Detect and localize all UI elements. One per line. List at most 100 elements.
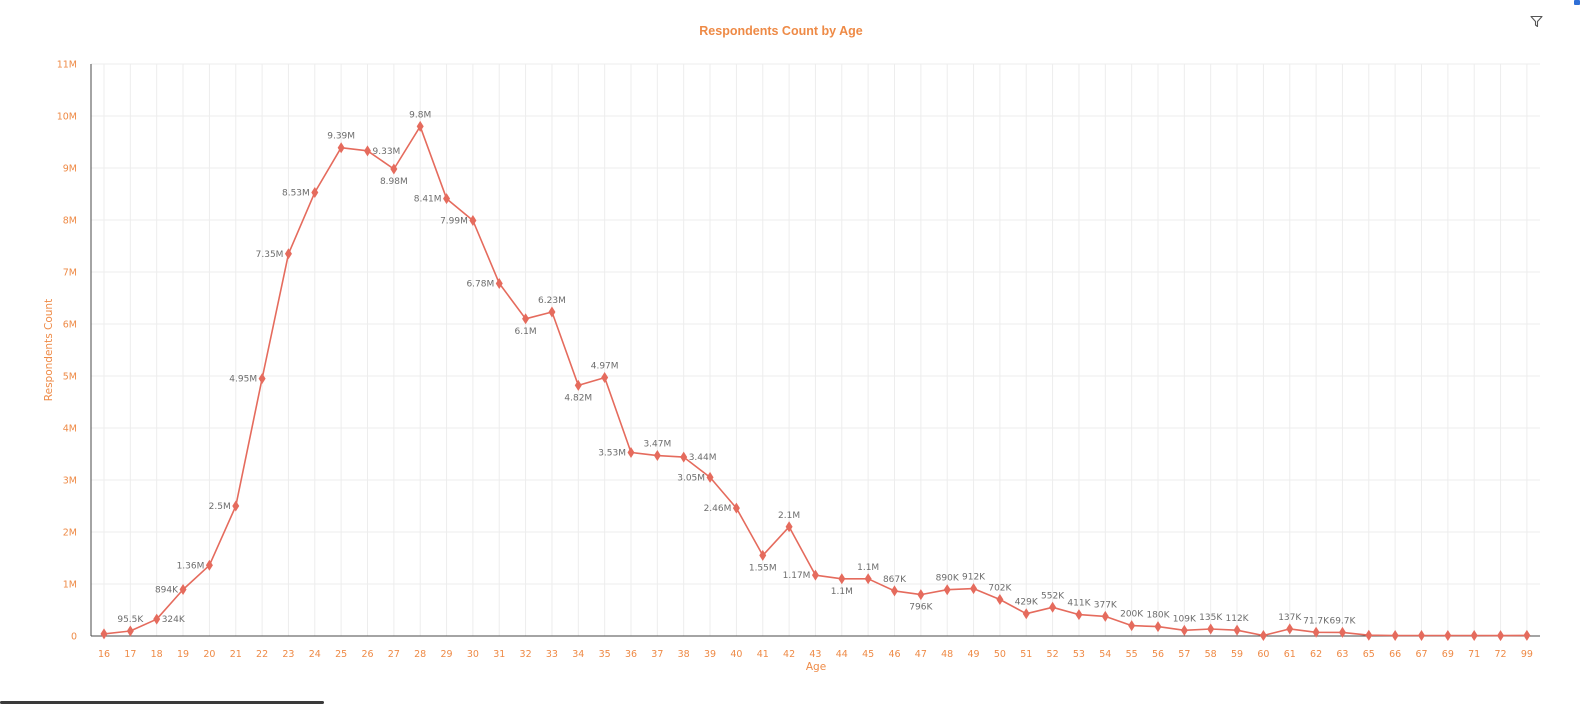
x-tick-label: 36 [625, 649, 637, 660]
data-point-marker[interactable] [1286, 623, 1294, 635]
data-point-marker[interactable] [258, 373, 266, 385]
data-label: 7.99M [440, 217, 468, 227]
data-point-marker[interactable] [970, 583, 978, 595]
data-point-marker[interactable] [574, 379, 582, 391]
data-point-marker[interactable] [416, 120, 424, 132]
data-label: 8.53M [282, 188, 310, 198]
filter-icon[interactable] [1530, 15, 1543, 28]
x-tick-label: 19 [177, 649, 189, 660]
data-point-marker[interactable] [1154, 621, 1162, 633]
data-label: 429K [1015, 598, 1039, 608]
data-point-marker[interactable] [917, 589, 925, 601]
y-tick-label: 2M [63, 528, 77, 539]
x-tick-label: 23 [282, 649, 294, 660]
x-tick-label: 45 [862, 649, 874, 660]
data-point-marker[interactable] [1497, 630, 1505, 642]
data-label: 1.17M [783, 571, 811, 581]
y-tick-label: 9M [63, 164, 77, 175]
data-point-marker[interactable] [1312, 626, 1320, 638]
data-label: 2.46M [704, 504, 732, 514]
data-label: 552K [1041, 591, 1065, 601]
x-tick-label: 34 [572, 649, 584, 660]
x-tick-label: 47 [915, 649, 927, 660]
data-point-marker[interactable] [548, 306, 556, 318]
data-point-marker[interactable] [627, 446, 635, 458]
data-point-marker[interactable] [1470, 629, 1478, 641]
data-label: 2.1M [778, 511, 800, 521]
data-point-marker[interactable] [996, 593, 1004, 605]
x-tick-label: 18 [151, 649, 163, 660]
data-point-marker[interactable] [179, 584, 187, 596]
data-label: 112K [1226, 614, 1250, 624]
data-point-marker[interactable] [284, 248, 292, 260]
data-point-marker[interactable] [759, 549, 767, 561]
x-tick-label: 39 [704, 649, 716, 660]
data-point-marker[interactable] [732, 502, 740, 514]
x-tick-label: 27 [388, 649, 400, 660]
y-tick-label: 10M [57, 112, 77, 123]
x-tick-label: 58 [1205, 649, 1217, 660]
x-tick-label: 41 [757, 649, 769, 660]
data-point-marker[interactable] [601, 372, 609, 384]
data-point-marker[interactable] [522, 313, 530, 325]
data-point-marker[interactable] [864, 573, 872, 585]
data-label: 377K [1094, 600, 1118, 610]
data-point-marker[interactable] [495, 277, 503, 289]
data-point-marker[interactable] [943, 584, 951, 596]
data-point-marker[interactable] [653, 450, 661, 462]
data-point-marker[interactable] [1049, 601, 1057, 613]
data-point-marker[interactable] [364, 145, 371, 157]
data-point-marker[interactable] [390, 163, 398, 175]
data-point-marker[interactable] [1418, 629, 1425, 641]
data-point-marker[interactable] [811, 569, 819, 581]
data-point-marker[interactable] [1180, 624, 1188, 636]
data-label: 324K [162, 615, 186, 625]
data-point-marker[interactable] [443, 193, 451, 205]
data-label: 890K [936, 574, 960, 584]
data-point-marker[interactable] [680, 451, 688, 463]
data-point-marker[interactable] [1022, 608, 1030, 620]
x-tick-labels: 16 17 18 19 20 21 22 23 24 25 26 27 28 29 30 31 32 33 34 35… [98, 649, 1533, 660]
x-tick-label: 50 [994, 649, 1006, 660]
x-tick-label: 30 [467, 649, 479, 660]
x-axis-title: Age [806, 661, 826, 673]
data-point-marker[interactable] [469, 215, 477, 227]
x-tick-label: 53 [1073, 649, 1085, 660]
data-label: 200K [1120, 610, 1144, 620]
y-tick-label: 4M [63, 424, 77, 435]
x-tick-label: 43 [809, 649, 821, 660]
data-point-marker[interactable] [205, 559, 213, 571]
data-label: 9.39M [327, 132, 355, 142]
data-point-marker[interactable] [838, 573, 846, 585]
data-point-marker[interactable] [153, 613, 161, 625]
data-point-marker[interactable] [785, 521, 793, 533]
grid-lines [91, 63, 1540, 636]
data-point-marker[interactable] [100, 628, 108, 640]
horizontal-scrollbar[interactable] [0, 701, 324, 704]
x-tick-label: 71 [1468, 649, 1480, 660]
x-tick-label: 33 [546, 649, 558, 660]
data-point-marker[interactable] [126, 625, 134, 637]
data-point-marker[interactable] [1101, 610, 1109, 622]
data-point-marker[interactable] [337, 142, 345, 154]
data-point-marker[interactable] [1259, 629, 1267, 641]
data-point-marker[interactable] [1523, 629, 1531, 641]
data-point-marker[interactable] [1128, 620, 1136, 632]
data-label: 867K [883, 575, 907, 585]
x-tick-label: 37 [651, 649, 663, 660]
data-point-marker[interactable] [891, 585, 898, 597]
data-point-marker[interactable] [1233, 624, 1241, 636]
data-point-marker[interactable] [232, 500, 240, 512]
data-point-marker[interactable] [311, 186, 319, 198]
data-point-marker[interactable] [1365, 629, 1373, 641]
data-point-marker[interactable] [1207, 623, 1215, 635]
data-label: 180K [1146, 611, 1170, 621]
data-point-marker[interactable] [1075, 609, 1083, 621]
x-tick-label: 22 [256, 649, 268, 660]
data-point-marker[interactable] [1444, 629, 1452, 641]
x-tick-label: 28 [414, 649, 426, 660]
data-point-marker[interactable] [1338, 626, 1346, 638]
data-point-marker[interactable] [1391, 629, 1399, 641]
data-point-marker[interactable] [706, 471, 714, 483]
data-label: 6.78M [466, 279, 494, 289]
